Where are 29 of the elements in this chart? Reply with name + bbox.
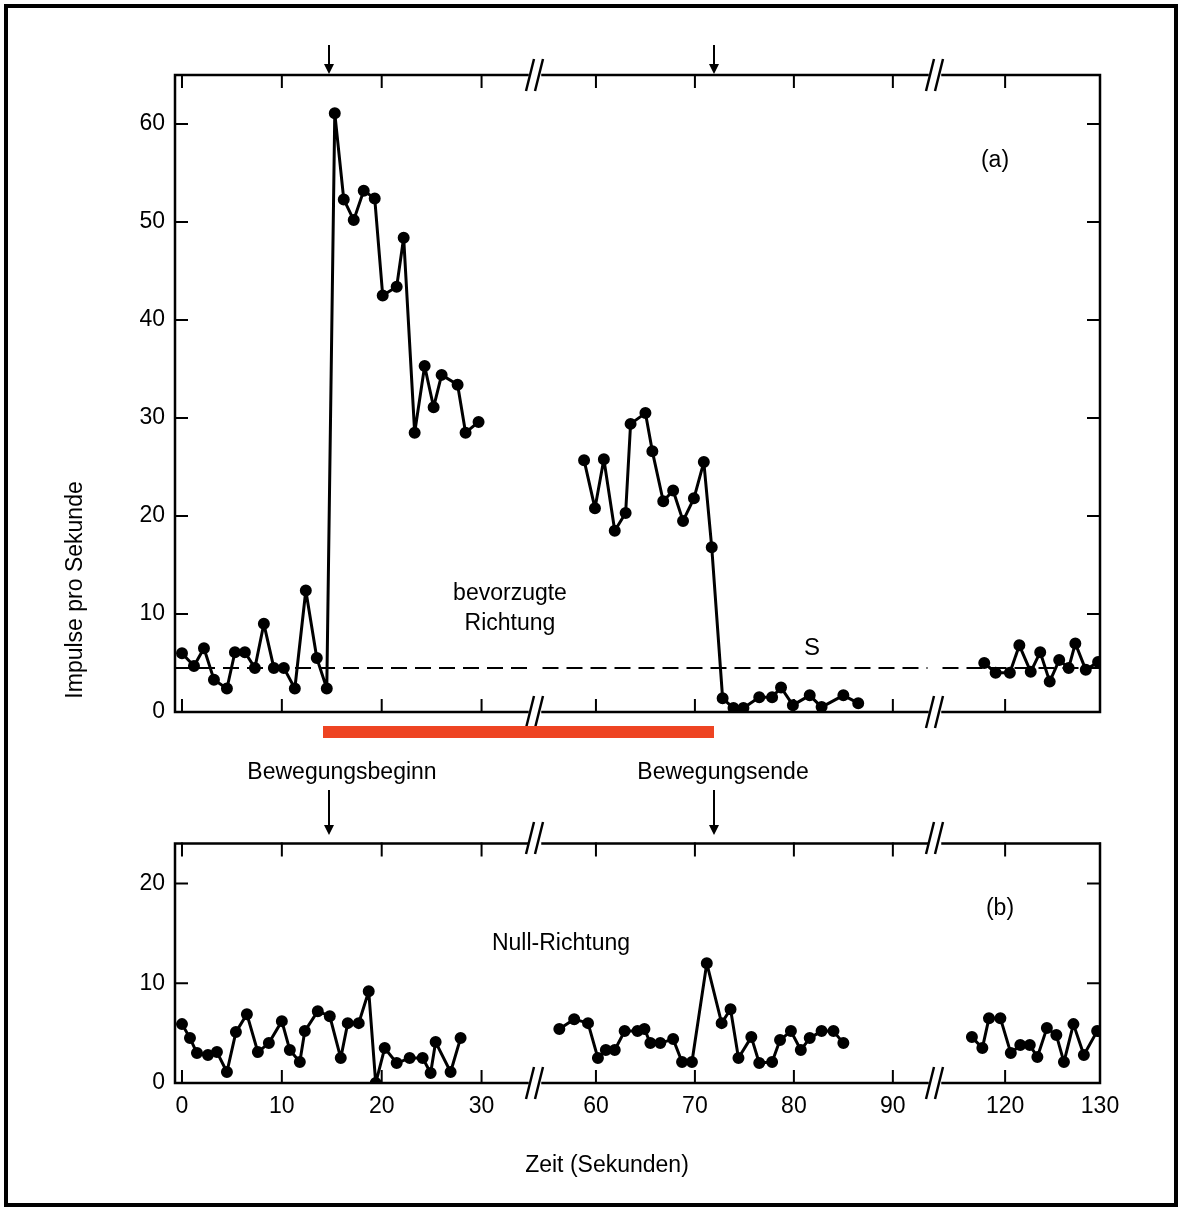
- y-tick-label: 20: [139, 868, 165, 895]
- annotation: Null-Richtung: [490, 928, 632, 957]
- y-tick-label: 0: [152, 1068, 165, 1095]
- y-tick-label: 10: [139, 968, 165, 995]
- text: Bewegungsbeginn: [246, 757, 438, 786]
- annotation: bevorzugte Richtung: [452, 578, 568, 637]
- text: Bewegungsende: [636, 757, 810, 786]
- x-tick-label: 80: [781, 1092, 807, 1119]
- x-tick-label: 10: [269, 1092, 295, 1119]
- annotation: (a): [979, 145, 1011, 174]
- y-tick-label: 50: [139, 207, 165, 234]
- x-tick-label: 70: [682, 1092, 708, 1119]
- y-tick-label: 30: [139, 403, 165, 430]
- ref-line-label: S: [803, 632, 821, 660]
- x-axis-title: Zeit (Sekunden): [524, 1150, 690, 1179]
- x-tick-label: 90: [880, 1092, 906, 1119]
- x-tick-label: 0: [175, 1092, 189, 1119]
- x-tick-label: 20: [368, 1092, 395, 1119]
- x-tick-label: 30: [468, 1092, 495, 1119]
- x-tick-label: 60: [583, 1092, 609, 1119]
- y-tick-label: 60: [139, 109, 165, 136]
- y-axis-title: Impulse pro Sekunde: [60, 480, 89, 701]
- x-tick-label: 120: [985, 1092, 1025, 1119]
- annotation: (b): [984, 893, 1016, 922]
- y-tick-label: 20: [139, 501, 165, 528]
- y-tick-label: 10: [139, 599, 165, 626]
- y-tick-label: 0: [152, 697, 165, 724]
- x-tick-label: 130: [1080, 1092, 1120, 1119]
- y-tick-label: 40: [139, 305, 165, 332]
